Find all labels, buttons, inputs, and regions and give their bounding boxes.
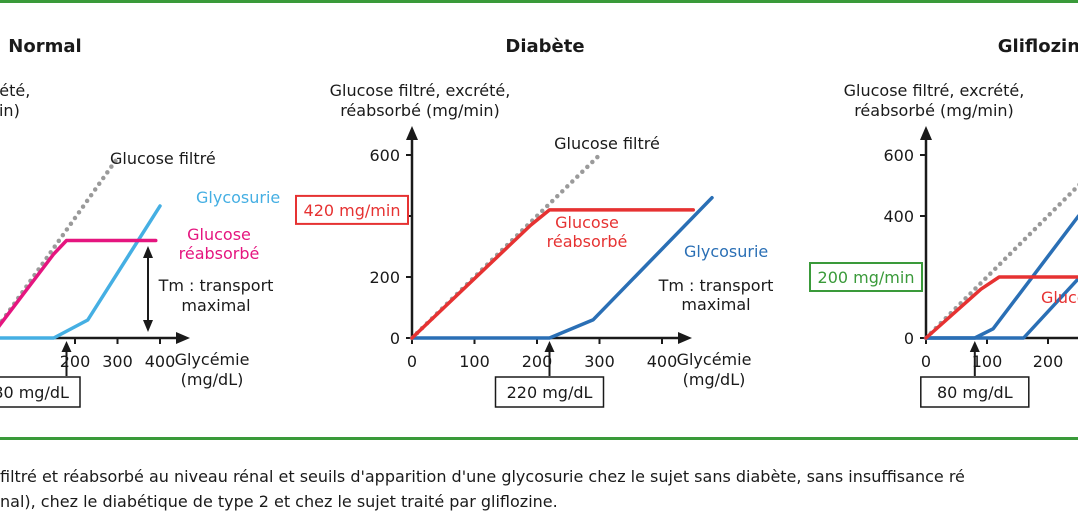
series-label-reabsorbed: réabsorbé bbox=[547, 232, 628, 251]
y-axis-arrow bbox=[920, 126, 932, 140]
tm-arrow-head-bottom bbox=[143, 320, 153, 332]
series-label-glycosuria: Glycosurie bbox=[196, 188, 280, 207]
tm-arrow-head-top bbox=[143, 246, 153, 258]
x-tick-label: 200 bbox=[60, 352, 91, 371]
y-tick-label: 0 bbox=[390, 329, 400, 348]
y-tick-label: 400 bbox=[883, 207, 914, 226]
level-box bbox=[295, 194, 409, 225]
x-tick-label: 200 bbox=[1033, 352, 1064, 371]
y-axis-label: réabsorbé (mg/min) bbox=[854, 101, 1014, 120]
panel-title: Normal bbox=[8, 36, 81, 57]
y-tick-label: 600 bbox=[883, 146, 914, 165]
y-tick-label: 0 bbox=[904, 329, 914, 348]
x-axis-label: (mg/dL) bbox=[181, 370, 244, 389]
x-tick-label: 100 bbox=[459, 352, 490, 371]
threshold-label: 220 mg/dL bbox=[507, 383, 593, 402]
y-tick-label: 600 bbox=[369, 146, 400, 165]
panel-title: Gliflozine bbox=[998, 36, 1078, 57]
series-label-filtered: Glucose filtré bbox=[110, 149, 216, 168]
level-box bbox=[809, 262, 923, 292]
series-label-reabsorbed: réabsorbé bbox=[179, 244, 260, 263]
threshold-box bbox=[494, 376, 605, 408]
series-label-reabsorbed: Glucose bbox=[187, 225, 251, 244]
level-label: 200 mg/min bbox=[818, 268, 915, 287]
series-glycosuria-line bbox=[924, 276, 1078, 340]
x-tick-label: 300 bbox=[102, 352, 133, 371]
threshold-arrow-head bbox=[544, 341, 555, 352]
x-axis-arrow bbox=[176, 332, 190, 344]
panel-title: Diabète bbox=[505, 36, 584, 57]
threshold-arrow-head bbox=[969, 341, 980, 352]
x-axis-arrow bbox=[678, 332, 692, 344]
x-tick-label: 300 bbox=[584, 352, 615, 371]
tm-label: Tm : transport bbox=[158, 276, 274, 295]
x-tick-label: 0 bbox=[407, 352, 417, 371]
x-tick-label: 0 bbox=[921, 352, 931, 371]
series-label-reabsorbed: Glucose bbox=[1041, 288, 1078, 307]
y-axis-label: Glucose filtré, excrété, bbox=[0, 81, 30, 100]
threshold-arrow-head bbox=[61, 341, 72, 352]
threshold-box bbox=[0, 376, 81, 408]
series-reabsorbed-line bbox=[410, 208, 695, 340]
figure-caption: filtré et réabsorbé au niveau rénal et s… bbox=[0, 464, 1078, 514]
threshold-label: 180 mg/dL bbox=[0, 383, 69, 402]
threshold-box bbox=[920, 376, 1030, 408]
y-axis-arrow bbox=[406, 126, 418, 140]
series-label-glycosuria: Glycosurie bbox=[684, 242, 768, 261]
y-tick-label: 200 bbox=[369, 268, 400, 287]
level-label: 420 mg/min bbox=[304, 201, 401, 220]
y-axis-label: Glucose filtré, excrété, bbox=[844, 81, 1025, 100]
panel-3: Gliflozine Glucose filtré, excrété,réabso… bbox=[809, 36, 1078, 408]
tm-label: maximal bbox=[181, 296, 250, 315]
series-reabsorbed-line bbox=[0, 238, 158, 328]
x-tick-label: 100 bbox=[972, 352, 1003, 371]
threshold-label: 80 mg/dL bbox=[937, 383, 1013, 402]
series-reabsorbed-line bbox=[924, 275, 1078, 340]
x-axis-label: Glycémie bbox=[175, 350, 250, 369]
tm-label: Tm : transport bbox=[658, 276, 774, 295]
series-glycosuria-line bbox=[410, 195, 714, 340]
y-axis-label: réabsorbé (mg/min) bbox=[0, 101, 20, 120]
caption-line-1: filtré et réabsorbé au niveau rénal et s… bbox=[0, 467, 965, 486]
tm-label: maximal bbox=[681, 295, 750, 314]
series-label-filtered: Glucose filtré bbox=[554, 134, 660, 153]
figure: NormalGlucose filtré, excrété,réabsorbé … bbox=[0, 0, 1078, 440]
caption-line-2: nal), chez le diabétique de type 2 et ch… bbox=[0, 492, 558, 511]
y-axis-label: Glucose filtré, excrété, bbox=[330, 81, 511, 100]
x-tick-label: 400 bbox=[647, 352, 678, 371]
x-axis-label: (mg/dL) bbox=[683, 370, 746, 389]
panel-1: Normal Glucose filtré, excrété,réabsorbé … bbox=[0, 36, 280, 408]
x-tick-label: 400 bbox=[145, 352, 176, 371]
series-glycosuria-line bbox=[0, 204, 162, 340]
series-label-reabsorbed: Glucose bbox=[555, 213, 619, 232]
x-axis-label: Glycémie bbox=[677, 350, 752, 369]
x-tick-label: 200 bbox=[522, 352, 553, 371]
series-filtered-line bbox=[923, 182, 1078, 341]
y-axis-label: réabsorbé (mg/min) bbox=[340, 101, 500, 120]
